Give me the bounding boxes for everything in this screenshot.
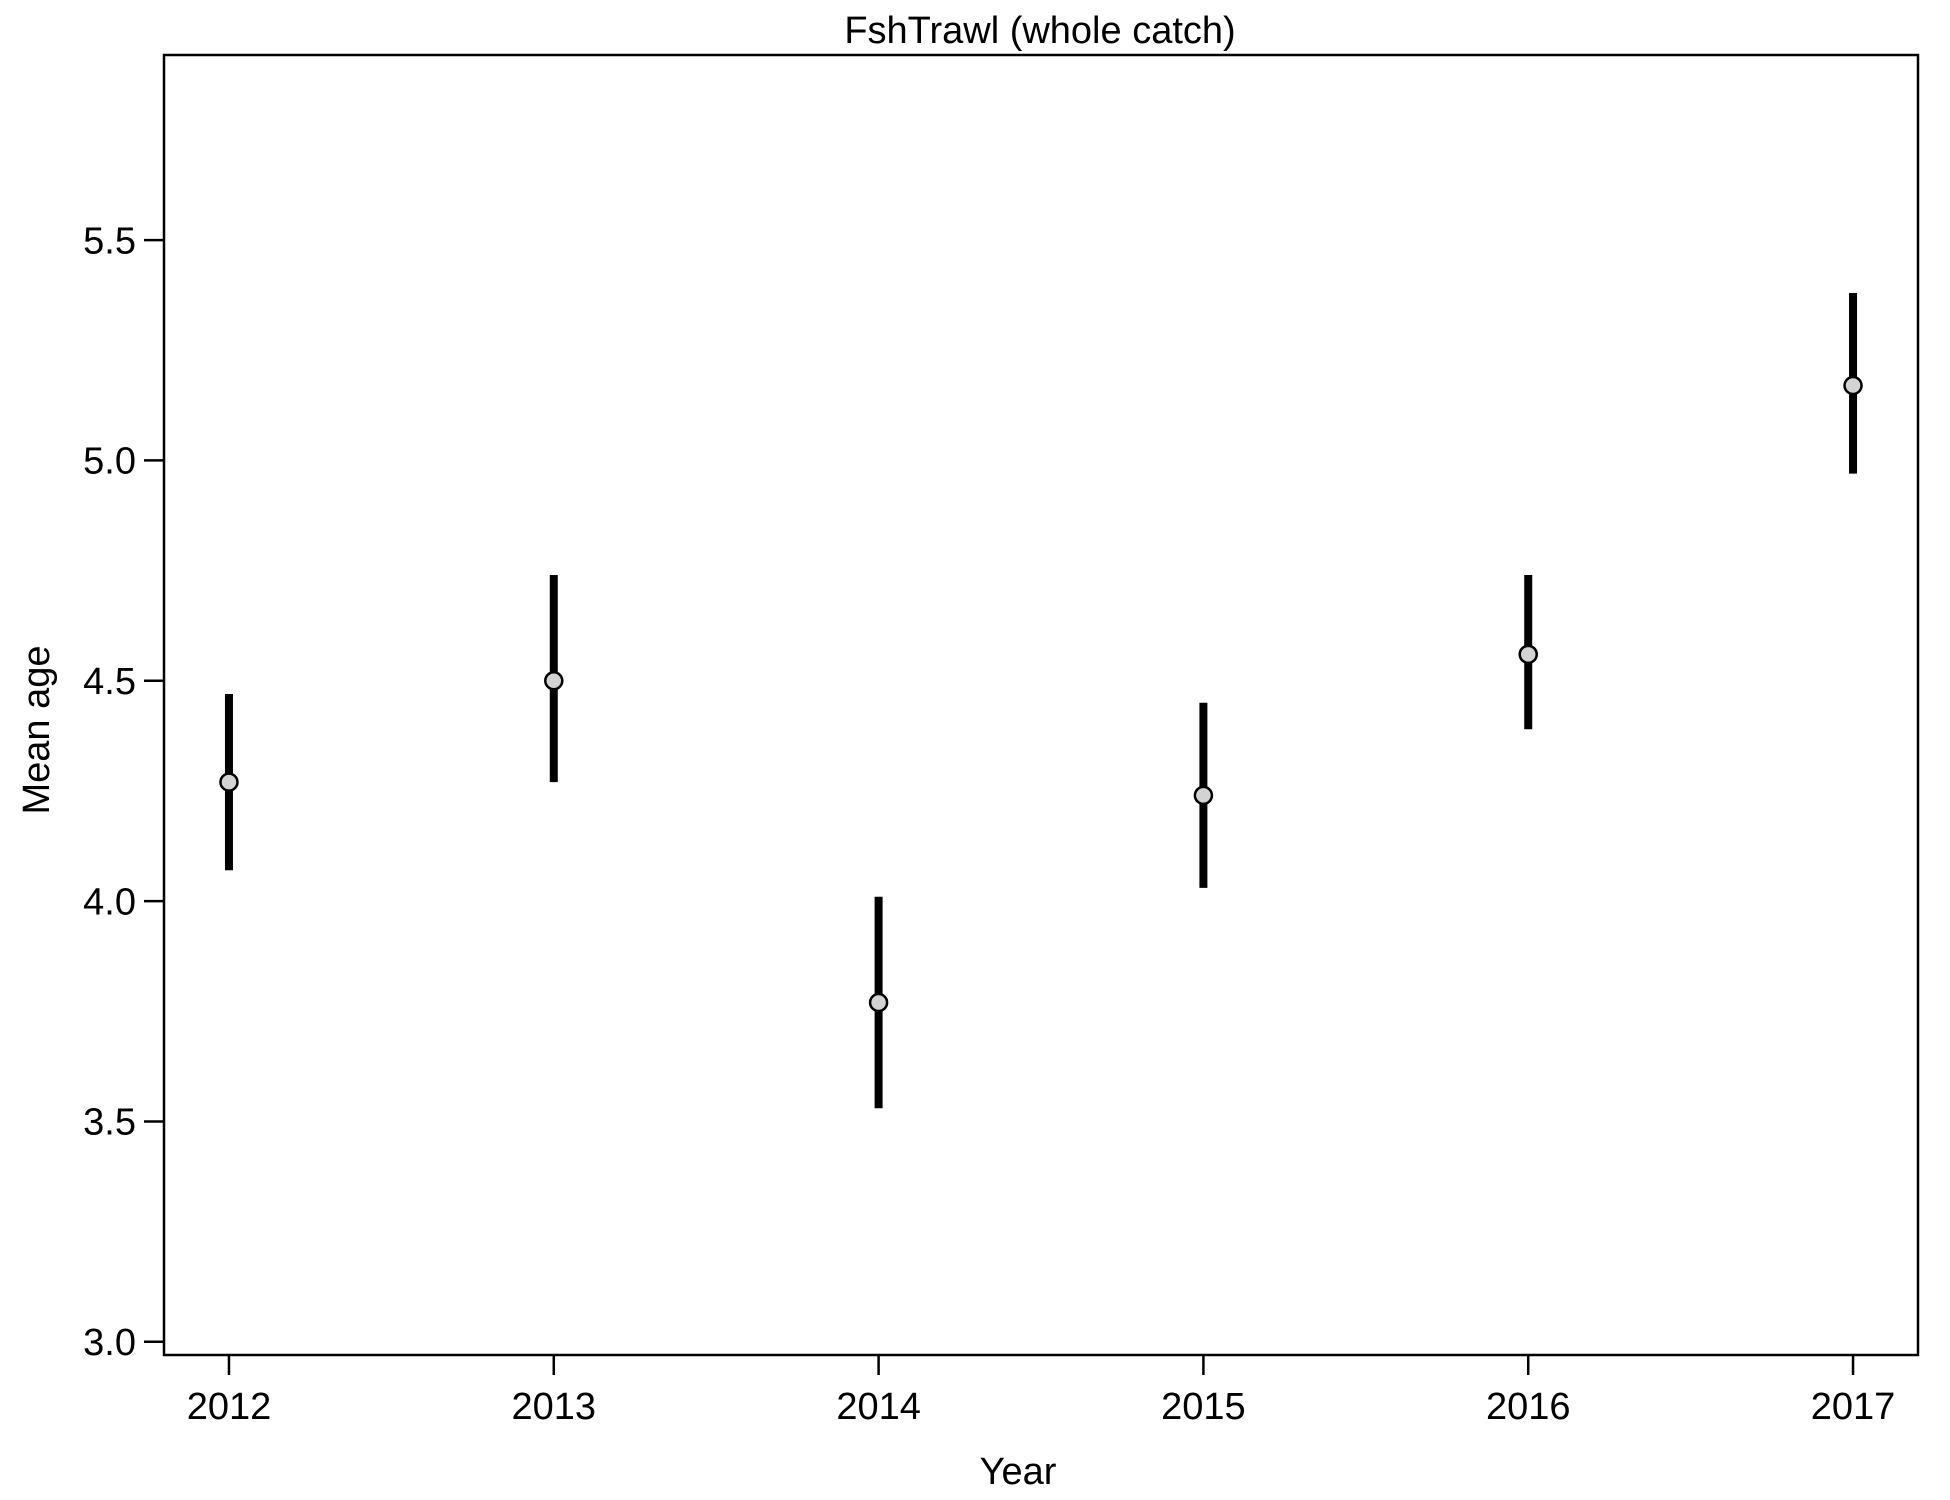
x-tick-label: 2014 xyxy=(836,1386,921,1428)
x-axis-label: Year xyxy=(980,1451,1057,1493)
data-point xyxy=(219,772,239,792)
x-tick-label: 2016 xyxy=(1486,1386,1571,1428)
y-tick-label: 3.0 xyxy=(83,1322,136,1364)
x-axis: 2012 2013 2014 2015 2016 2017 xyxy=(187,1355,1896,1428)
data-point xyxy=(868,992,889,1013)
y-tick-label: 5.5 xyxy=(83,220,136,262)
data-point xyxy=(1518,644,1538,665)
y-tick-label: 4.0 xyxy=(83,881,136,923)
y-axis-label: Mean age xyxy=(16,645,58,814)
y-tick-label: 4.5 xyxy=(83,661,136,703)
y-tick-label: 5.0 xyxy=(83,441,136,483)
y-tick-label: 3.5 xyxy=(83,1102,136,1144)
data-point xyxy=(544,671,564,691)
data-point xyxy=(1843,375,1863,396)
x-tick-label: 2017 xyxy=(1811,1386,1896,1428)
series-layer xyxy=(219,292,1863,1109)
plot-area-frame xyxy=(162,53,1920,1357)
data-point xyxy=(1193,785,1214,806)
x-tick-label: 2015 xyxy=(1161,1386,1246,1428)
x-tick-label: 2012 xyxy=(187,1386,272,1428)
chart-title: FshTrawl (whole catch) xyxy=(844,10,1235,52)
y-axis: 3.0 3.5 4.0 4.5 5.0 5.5 xyxy=(83,220,164,1364)
x-tick-label: 2013 xyxy=(512,1386,597,1428)
